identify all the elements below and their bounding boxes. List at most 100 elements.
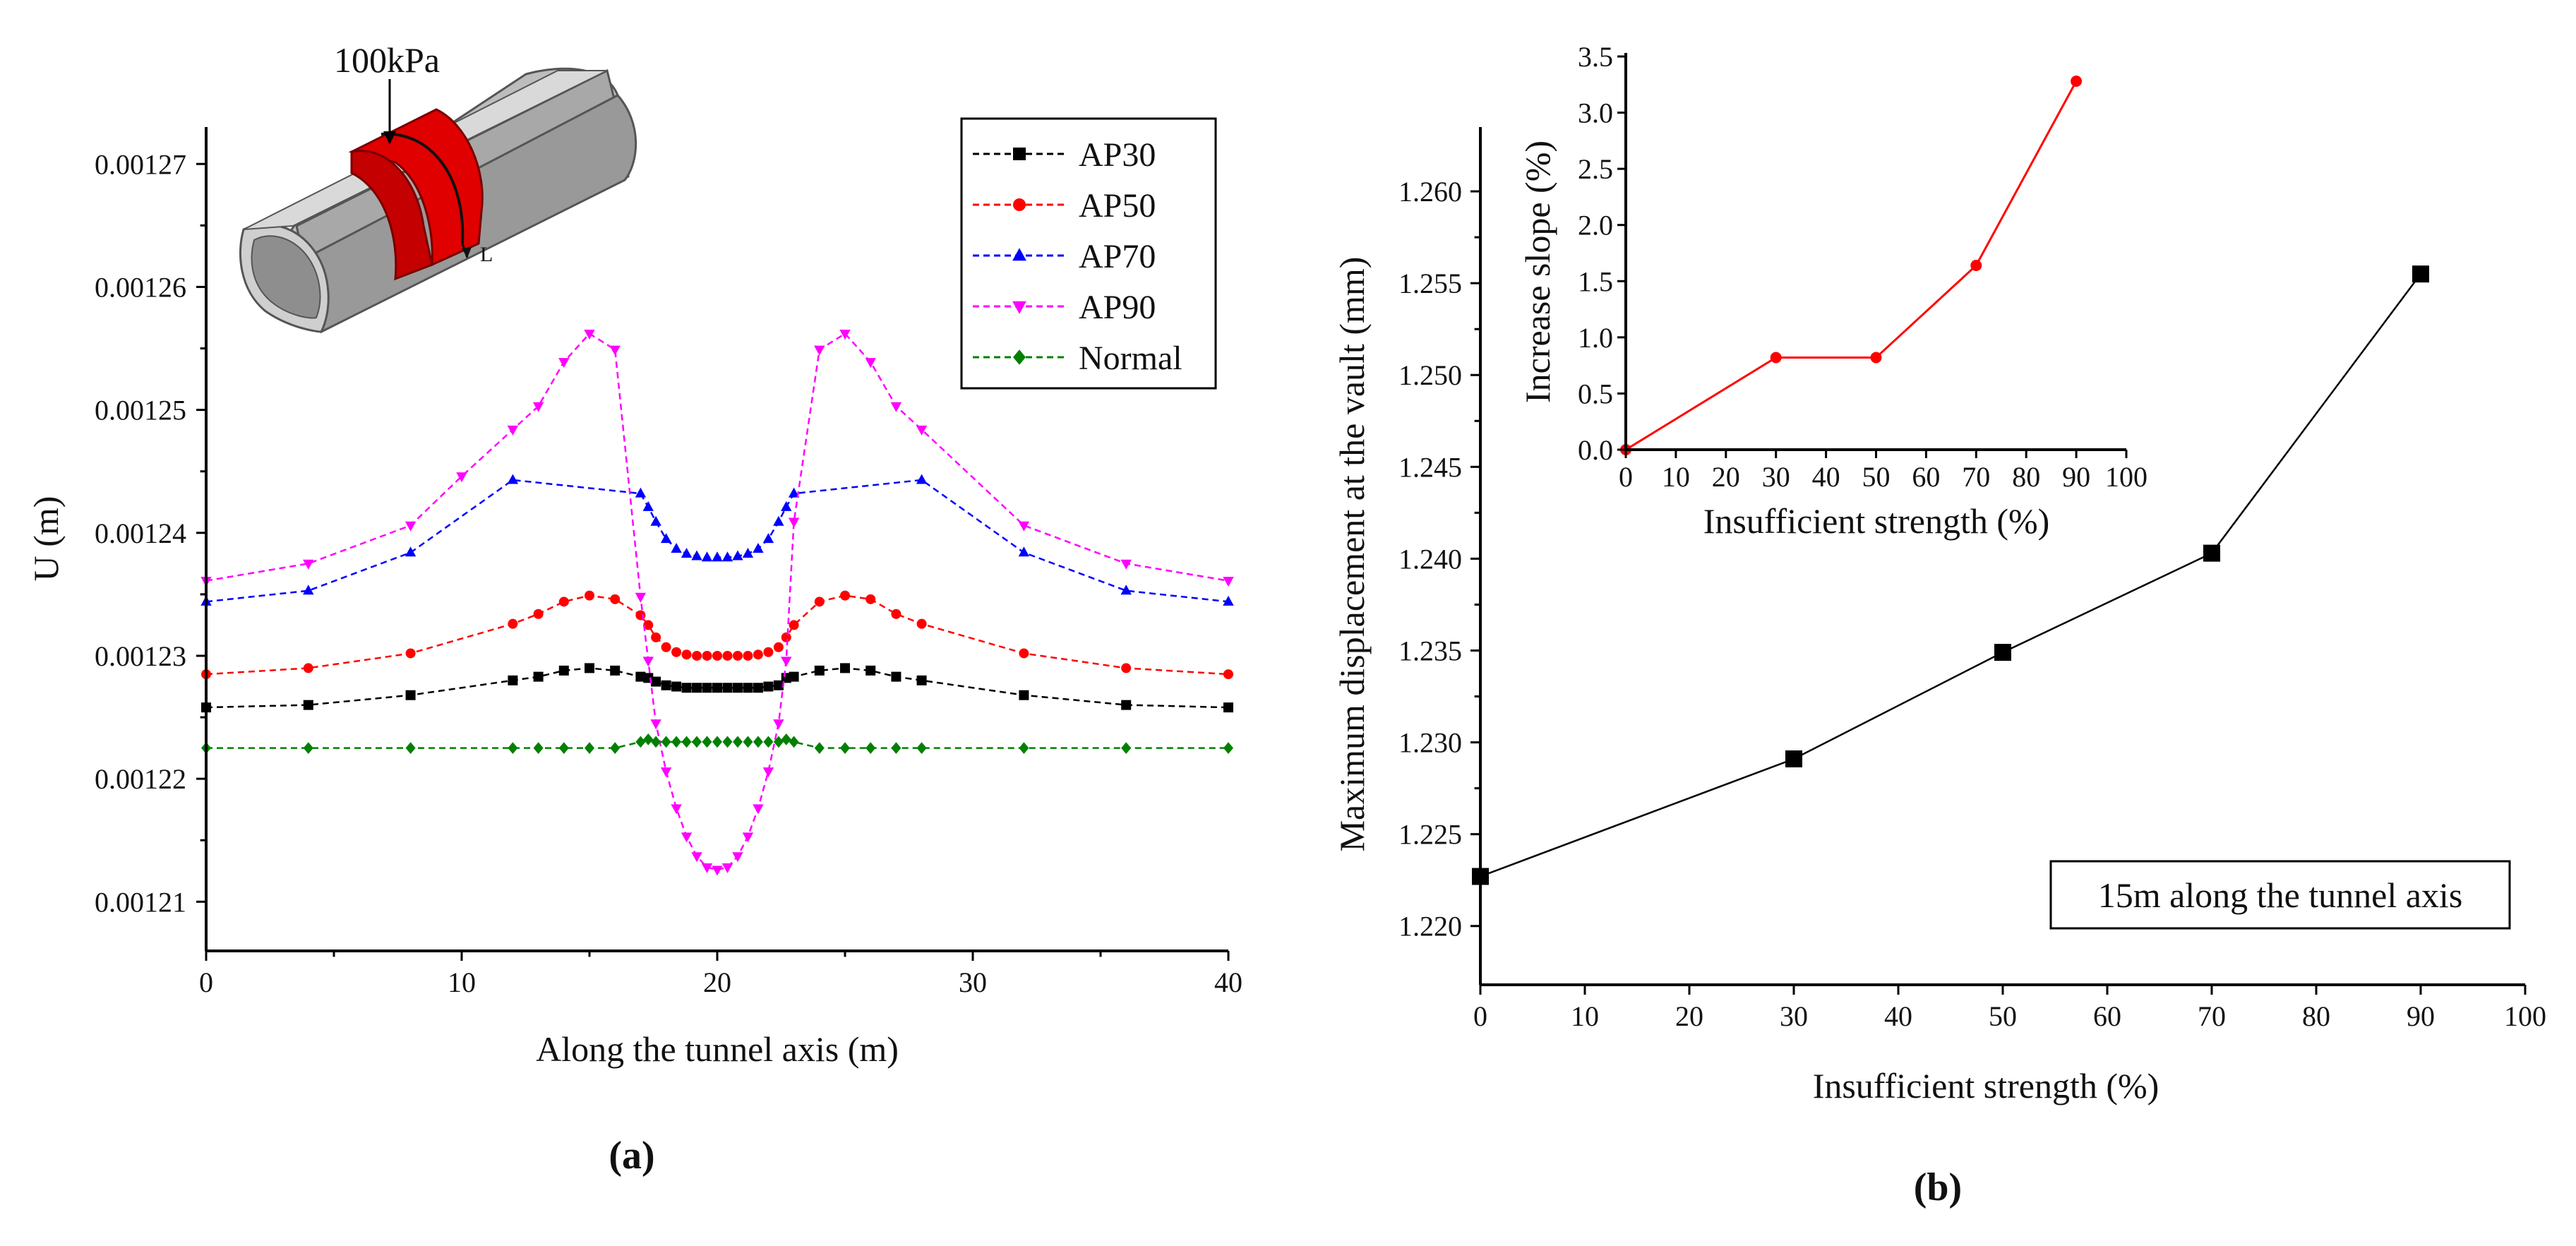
- legend-label-ap70: AP70: [1079, 238, 1156, 275]
- panel-a-x-ticks: 0 10 20 30 40: [199, 951, 1242, 998]
- inset-x-ticks: 0 10 20 30 40 50 60 70 80 90 100: [1619, 450, 2147, 493]
- a-y-tick-label: 0.00121: [95, 886, 186, 918]
- a-point-ap70: [691, 550, 702, 561]
- i-y-tick-label: 3.5: [1578, 41, 1613, 73]
- a-point-ap50: [732, 650, 743, 661]
- a-point-ap50: [789, 620, 799, 630]
- b-x-tick-label: 0: [1473, 1000, 1487, 1032]
- a-point-ap30: [692, 683, 702, 693]
- a-point-ap30: [789, 671, 799, 682]
- a-point-ap90: [890, 402, 902, 412]
- a-point-ap90: [660, 767, 672, 778]
- a-point-ap50: [661, 642, 671, 652]
- a-point-ap70: [773, 515, 784, 526]
- a-point-ap50: [508, 618, 518, 629]
- a-point-ap50: [753, 649, 763, 660]
- a-point-ap50: [814, 597, 825, 607]
- a-point-normal: [558, 742, 569, 755]
- panel-b-y-axis-label: Maximum displacement at the vault (mm): [1332, 257, 1372, 852]
- a-point-ap70: [635, 487, 647, 498]
- a-y-tick-label: 0.00125: [95, 395, 186, 426]
- a-point-normal: [508, 742, 518, 755]
- a-point-ap70: [762, 533, 774, 544]
- a-point-ap70: [721, 551, 733, 562]
- b-y-tick-label: 1.225: [1398, 819, 1462, 851]
- a-point-normal: [651, 736, 661, 748]
- a-point-normal: [1019, 742, 1029, 755]
- a-point-normal: [1121, 742, 1132, 755]
- a-point-ap50: [763, 647, 774, 657]
- a-point-ap30: [840, 663, 850, 673]
- i-point-increase-slope: [1870, 352, 1882, 364]
- a-point-normal: [671, 736, 682, 748]
- a-point-ap30: [891, 671, 901, 682]
- a-point-ap90: [635, 592, 647, 603]
- inset-y-axis-label: Increase slope (%): [1518, 140, 1557, 403]
- a-point-ap30: [1121, 700, 1132, 710]
- a-point-ap30: [671, 681, 682, 692]
- a-point-ap90: [691, 852, 702, 863]
- b-point-maximum-displacement: [2203, 544, 2220, 562]
- a-point-normal: [891, 742, 901, 755]
- i-y-tick-label: 1.0: [1578, 322, 1613, 354]
- a-point-ap70: [701, 551, 713, 562]
- a-point-ap30: [508, 675, 518, 685]
- a-point-ap70: [1223, 595, 1234, 606]
- a-point-ap30: [610, 665, 621, 676]
- b-y-tick-label: 1.220: [1398, 911, 1462, 942]
- a-point-normal: [303, 742, 313, 755]
- a-point-ap30: [661, 680, 671, 690]
- panel-a-series-layer: [200, 330, 1234, 876]
- a-y-tick-label: 0.00122: [95, 763, 186, 795]
- a-point-ap50: [405, 648, 416, 659]
- a-point-ap70: [660, 533, 672, 544]
- panel-b-x-ticks: 0 10 20 30 40 50 60 70 80 90 100: [1473, 985, 2546, 1032]
- a-point-ap30: [303, 700, 313, 710]
- a-point-ap50: [891, 609, 901, 619]
- a-point-ap50: [712, 650, 722, 661]
- a-series-line-ap90: [205, 332, 1229, 871]
- a-point-ap70: [916, 474, 928, 484]
- i-x-tick-label: 70: [1962, 461, 1990, 493]
- b-x-tick-label: 50: [1989, 1000, 2017, 1032]
- a-point-ap90: [1120, 559, 1132, 570]
- a-point-ap50: [533, 609, 544, 619]
- b-y-tick-label: 1.230: [1398, 727, 1462, 759]
- tunnel-inset-drawing: 100kPa L: [239, 40, 637, 334]
- load-arrow-head: [383, 131, 396, 145]
- a-point-ap30: [865, 665, 876, 676]
- a-point-ap90: [788, 517, 800, 528]
- a-point-ap30: [558, 665, 569, 676]
- panel-a-y-ticks: 0.00121 0.00122 0.00123 0.00124 0.00125 0.001…: [95, 148, 206, 918]
- a-point-normal: [533, 742, 544, 755]
- a-point-normal: [610, 742, 621, 755]
- a-point-ap30: [1019, 690, 1029, 700]
- a-point-ap50: [773, 642, 784, 652]
- panel-b-caption: (b): [1914, 1166, 1962, 1209]
- a-point-ap70: [642, 501, 654, 511]
- a-point-ap90: [532, 402, 544, 412]
- a-point-ap90: [732, 852, 743, 863]
- b-y-tick-label: 1.250: [1398, 359, 1462, 391]
- a-point-normal: [722, 736, 733, 748]
- i-x-tick-label: 20: [1712, 461, 1740, 493]
- panel-b-inset-chart: 0 10 20 30 40 50 60 70 80 90 100 0.0 0.5 1.0 1.5 2.0 2.…: [1518, 41, 2147, 541]
- panel-a-y-axis-label: U (m): [26, 496, 66, 582]
- a-point-ap30: [635, 671, 646, 682]
- b-x-tick-label: 100: [2504, 1000, 2546, 1032]
- a-x-tick-label: 10: [448, 966, 476, 998]
- panel-b-series-layer: [1472, 265, 2429, 885]
- b-x-tick-label: 80: [2302, 1000, 2330, 1032]
- a-point-ap90: [814, 345, 825, 356]
- i-y-tick-label: 2.5: [1578, 153, 1613, 185]
- a-point-ap90: [405, 521, 417, 532]
- a-point-ap90: [507, 425, 519, 436]
- a-point-normal: [773, 736, 784, 748]
- a-point-ap90: [773, 719, 784, 730]
- i-x-tick-label: 100: [2105, 461, 2147, 493]
- a-point-ap90: [916, 425, 928, 436]
- a-point-ap30: [1223, 702, 1233, 713]
- i-x-tick-label: 40: [1812, 461, 1840, 493]
- a-point-normal: [661, 736, 671, 748]
- a-point-normal: [732, 736, 743, 748]
